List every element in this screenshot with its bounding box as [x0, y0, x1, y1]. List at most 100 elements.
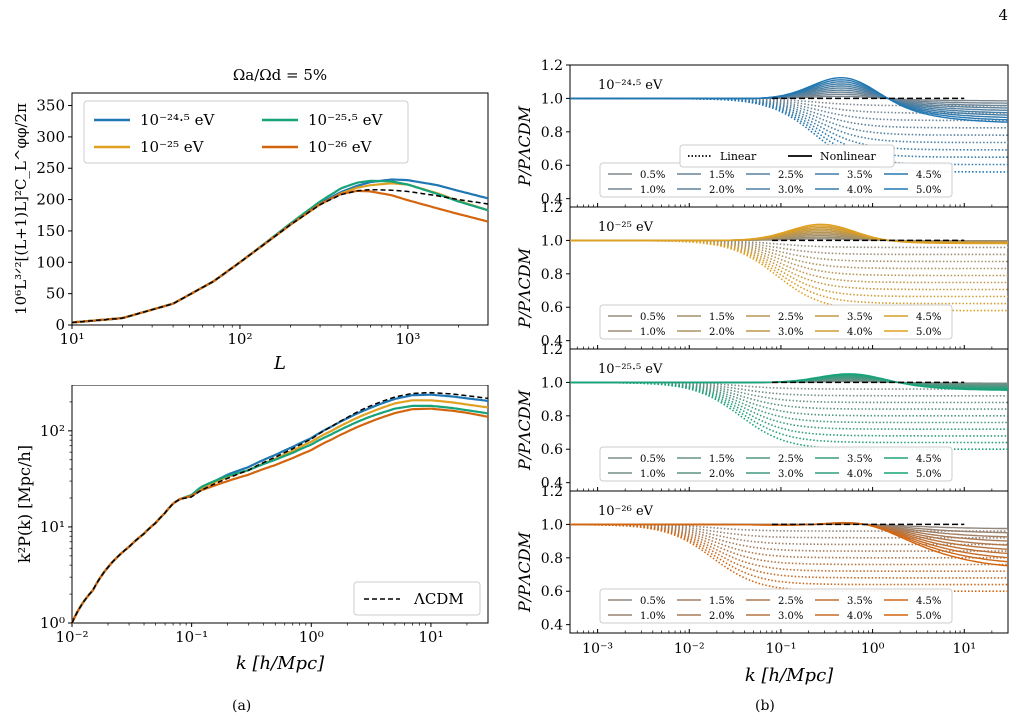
pk-x-tick-label: 10⁻¹	[175, 628, 208, 646]
ratio-legend-label: 3.5%	[847, 170, 872, 181]
ratio-y-tick-label: 0.4	[541, 192, 563, 208]
cmb-y-tick-label: 200	[36, 191, 65, 209]
ratio-y-tick-label: 1.2	[541, 342, 563, 358]
ratio-linear-curve	[570, 523, 1008, 579]
ratio-legend-label: 2.5%	[778, 312, 803, 323]
ratio-y-label: P/PΛCDM	[515, 105, 534, 187]
ratio-x-tick-label: 10⁻³	[582, 641, 613, 657]
cmb-y-tick-label: 150	[36, 222, 65, 240]
ratio-y-tick-label: 0.8	[541, 125, 563, 141]
cmb-legend-label: 10⁻²⁵·⁵ eV	[308, 111, 383, 129]
cmb-title: Ωa/Ωd = 5%	[233, 66, 327, 84]
ratio-linear-curve	[570, 97, 1008, 129]
cmb-y-tick-label: 250	[36, 159, 65, 177]
ratio-legend-label: 5.0%	[916, 611, 941, 622]
cmb-x-label: L	[273, 353, 286, 374]
cmb-legend-label: 10⁻²⁵ eV	[140, 138, 205, 156]
ratio-legend-label: 3.0%	[778, 611, 803, 622]
ratio-linear-curve	[570, 381, 1008, 451]
pk-y-tick-label: 10¹	[40, 518, 65, 536]
ratio-linear-curve	[570, 239, 1008, 284]
pk-plot-frame	[71, 385, 489, 624]
ratio-linear-curve	[570, 239, 1008, 312]
ratio-y-label: P/PΛCDM	[515, 389, 534, 471]
ratio-linear-curve	[570, 381, 1008, 437]
ratio-linear-curve	[570, 523, 1008, 532]
cmb-y-tick-label: 300	[36, 128, 65, 146]
ratio-legend-label: 1.0%	[640, 611, 665, 622]
ratio-legend-label: 1.5%	[709, 454, 734, 465]
ratio-linear-curve	[570, 239, 1008, 298]
pk-series-lcdm	[71, 391, 489, 624]
cmb-series-lcdm	[71, 188, 489, 324]
ratio-y-tick-label: 1.0	[541, 91, 563, 107]
ratio-legend-label: 1.0%	[640, 469, 665, 480]
ratio-linear-curve	[570, 97, 1008, 158]
ratio-style-linear-label: Linear	[720, 150, 757, 163]
ratio-y-tick-label: 1.2	[541, 484, 563, 500]
ratio-y-tick-label: 0.4	[541, 618, 563, 634]
pk-legend	[353, 581, 481, 616]
ratio-legend-label: 4.5%	[916, 454, 941, 465]
pk-x-tick-label: 10⁰	[299, 628, 324, 646]
cmb-x-tick-label: 10¹	[59, 330, 84, 348]
ratio-legend-label: 4.0%	[847, 469, 872, 480]
ratio-legend-label: 2.5%	[778, 596, 803, 607]
ratio-style-legend	[679, 144, 895, 168]
cmb-x-tick-label: 10²	[227, 330, 252, 348]
page-number: 4	[998, 6, 1008, 24]
cmb-plot-frame	[71, 92, 489, 326]
matter-power-chart: 10⁰ 10¹ 10² 10⁻² 10⁻¹ 10⁰ 10¹ k [h/Mpc] k²P(k) […	[15, 385, 489, 674]
ratio-linear-curve	[569, 523, 1008, 593]
ratio-nonlinear-curve	[570, 373, 1009, 391]
ratio-legend-label: 0.5%	[640, 596, 665, 607]
ratio-linear-curve	[570, 239, 1008, 270]
ratio-y-tick-label: 1.0	[541, 375, 563, 391]
ratio-legend-label: 5.0%	[916, 185, 941, 196]
ratio-legend-label: 3.0%	[778, 327, 803, 338]
caption-a: (a)	[232, 698, 252, 714]
ratio-legend-label: 1.0%	[640, 185, 665, 196]
ratio-linear-curve	[570, 523, 1008, 586]
ratio-y-tick-label: 1.0	[541, 517, 563, 533]
ratio-nonlinear-curve	[570, 522, 1009, 559]
pk-x-tick-label: 10⁻²	[55, 628, 88, 646]
ratio-panel-label: 10⁻²⁵·⁵ eV	[598, 362, 663, 377]
cmb-series-m26	[71, 189, 489, 324]
ratio-x-label: k [h/Mpc]	[745, 665, 834, 686]
ratio-y-tick-label: 0.4	[541, 476, 563, 492]
cmb-y-label: 10⁶L³ᐟ²[(L+1)L]²C_L^φφ/2π	[12, 103, 30, 315]
pk-y-tick-label: 10⁰	[40, 614, 65, 632]
ratio-legend-label: 1.0%	[640, 327, 665, 338]
ratio-linear-curve	[570, 523, 1008, 566]
ratio-legend-label: 2.5%	[778, 454, 803, 465]
cmb-legend-label: 10⁻²⁶ eV	[308, 138, 373, 156]
ratio-x-tick-label: 10⁰	[861, 641, 885, 657]
pk-x-label: k [h/Mpc]	[236, 653, 325, 674]
ratio-legend-label: 0.5%	[640, 454, 665, 465]
ratio-y-label: P/PΛCDM	[515, 531, 534, 613]
ratio-panel: 0.4 0.6 0.8 1.0 1.2 P/PΛCDM 10⁻²⁶ eV 0.5% 1.0% 1.…	[515, 484, 1009, 634]
ratio-legend-label: 4.5%	[916, 312, 941, 323]
ratio-y-tick-label: 0.8	[541, 267, 563, 283]
ratio-panel: 0.4 0.6 0.8 1.0 1.2 P/PΛCDM 10⁻²⁴·⁵ eV 0.5% 1.0%…	[515, 58, 1009, 208]
pk-y-label: k²P(k) [Mpc/h]	[15, 445, 34, 563]
ratio-legend-label: 4.5%	[916, 170, 941, 181]
ratio-y-tick-label: 1.2	[541, 200, 563, 216]
ratio-panel-label: 10⁻²⁶ eV	[598, 504, 654, 519]
pk-x-tick-label: 10¹	[418, 628, 443, 646]
ratio-legend-label: 1.5%	[709, 596, 734, 607]
ratio-linear-curve	[570, 239, 1008, 305]
ratio-legend-label: 2.5%	[778, 170, 803, 181]
cmb-series-m255	[71, 179, 489, 324]
cmb-y-tick-label: 0	[55, 316, 65, 334]
ratio-legend-label: 3.5%	[847, 312, 872, 323]
ratio-legend-label: 2.0%	[709, 327, 734, 338]
ratio-legend-label: 3.0%	[778, 185, 803, 196]
ratio-panel-frame	[569, 490, 1009, 634]
ratio-x-tick-label: 10⁻¹	[766, 641, 797, 657]
ratio-legend-label: 0.5%	[640, 312, 665, 323]
caption-b: (b)	[755, 698, 775, 714]
ratio-legend-label: 2.0%	[709, 611, 734, 622]
